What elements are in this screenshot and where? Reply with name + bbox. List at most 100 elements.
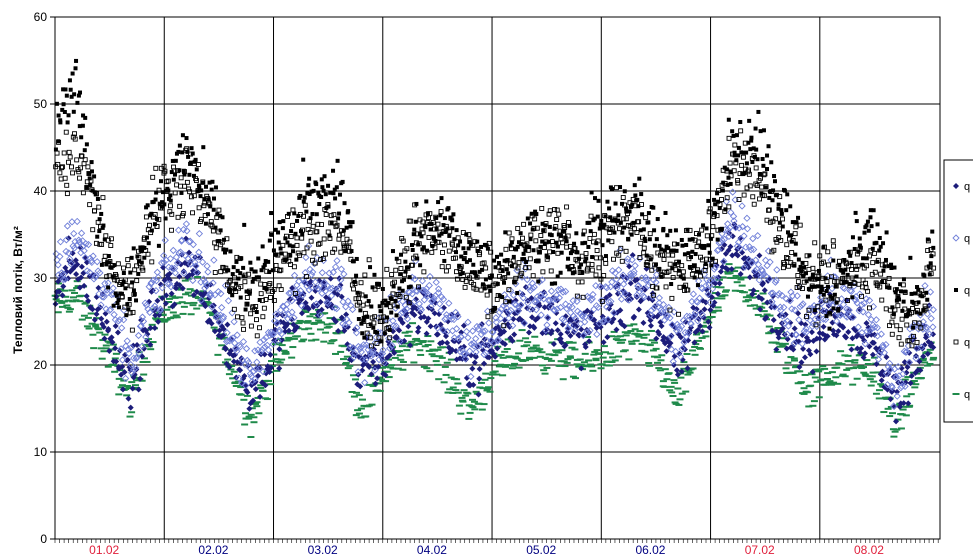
data-point bbox=[222, 237, 227, 242]
data-point bbox=[888, 383, 896, 392]
data-point bbox=[616, 218, 621, 223]
data-point bbox=[505, 258, 510, 263]
data-point bbox=[526, 286, 535, 295]
data-point bbox=[182, 183, 188, 189]
data-point bbox=[128, 270, 133, 275]
data-point bbox=[276, 240, 281, 245]
data-point bbox=[715, 237, 720, 242]
data-point bbox=[420, 247, 425, 252]
data-point bbox=[338, 293, 345, 300]
data-point bbox=[677, 284, 683, 290]
data-point bbox=[866, 228, 871, 233]
data-point bbox=[589, 267, 595, 273]
data-point bbox=[307, 278, 314, 285]
data-point bbox=[657, 267, 662, 272]
data-point bbox=[897, 327, 903, 333]
data-point bbox=[450, 226, 455, 231]
data-point bbox=[376, 335, 382, 341]
data-point bbox=[307, 230, 313, 236]
data-point bbox=[620, 288, 627, 295]
data-point bbox=[480, 350, 488, 359]
data-point bbox=[490, 308, 495, 313]
data-point bbox=[770, 317, 777, 324]
data-point bbox=[60, 107, 65, 112]
data-point bbox=[538, 244, 543, 249]
data-point bbox=[542, 241, 547, 246]
data-point bbox=[742, 166, 748, 172]
data-point bbox=[804, 279, 809, 284]
data-point bbox=[916, 287, 921, 292]
data-point bbox=[557, 285, 565, 293]
data-point bbox=[444, 339, 451, 346]
data-point bbox=[361, 378, 369, 387]
data-point bbox=[642, 236, 647, 241]
data-point bbox=[817, 305, 825, 313]
data-point bbox=[681, 276, 686, 281]
data-point bbox=[443, 229, 448, 234]
data-point bbox=[318, 257, 324, 263]
data-point bbox=[488, 275, 493, 280]
data-point bbox=[726, 135, 732, 141]
data-point bbox=[501, 341, 508, 348]
data-point bbox=[743, 225, 752, 233]
data-point bbox=[55, 161, 61, 167]
data-point bbox=[751, 267, 759, 275]
data-point bbox=[507, 299, 512, 304]
data-point bbox=[437, 321, 444, 328]
data-point bbox=[488, 288, 493, 293]
data-point bbox=[285, 289, 293, 297]
data-point bbox=[335, 158, 340, 163]
data-point bbox=[819, 287, 824, 292]
data-point bbox=[89, 252, 97, 260]
data-point bbox=[515, 291, 520, 296]
data-point bbox=[181, 168, 186, 173]
data-point bbox=[724, 266, 731, 273]
data-point bbox=[432, 278, 440, 286]
data-point bbox=[452, 325, 461, 333]
data-point bbox=[594, 303, 602, 312]
data-point bbox=[475, 239, 480, 244]
data-point bbox=[81, 113, 86, 118]
data-point bbox=[810, 265, 816, 271]
data-point bbox=[532, 306, 540, 314]
data-point bbox=[530, 273, 536, 279]
data-point bbox=[519, 235, 525, 241]
data-point bbox=[88, 182, 93, 187]
data-point bbox=[781, 319, 789, 327]
data-point bbox=[833, 332, 840, 339]
data-point bbox=[351, 286, 357, 292]
data-point bbox=[213, 245, 219, 251]
data-point bbox=[149, 259, 155, 265]
data-point bbox=[501, 328, 508, 335]
data-point bbox=[530, 227, 535, 232]
data-point bbox=[84, 240, 93, 249]
data-point bbox=[584, 256, 589, 261]
data-point bbox=[454, 228, 459, 233]
data-point bbox=[446, 206, 451, 211]
data-point bbox=[678, 274, 683, 279]
data-point bbox=[263, 297, 269, 303]
data-point bbox=[758, 295, 765, 302]
data-point bbox=[170, 158, 175, 163]
data-point bbox=[281, 311, 289, 319]
data-point bbox=[885, 285, 890, 290]
data-point bbox=[803, 271, 808, 276]
data-point bbox=[778, 237, 784, 243]
data-point bbox=[788, 292, 797, 300]
data-point bbox=[607, 206, 612, 211]
data-point bbox=[792, 331, 800, 339]
data-point bbox=[690, 237, 695, 242]
data-point bbox=[165, 178, 171, 184]
data-point bbox=[849, 275, 855, 281]
data-point bbox=[612, 275, 621, 283]
data-point bbox=[192, 268, 201, 276]
data-point bbox=[246, 370, 255, 378]
data-point bbox=[849, 335, 856, 342]
data-point bbox=[700, 270, 709, 279]
data-point bbox=[99, 241, 105, 247]
data-point bbox=[193, 288, 200, 295]
data-point bbox=[853, 299, 861, 307]
data-point bbox=[93, 240, 99, 246]
data-point bbox=[886, 366, 893, 373]
data-point bbox=[327, 233, 332, 238]
